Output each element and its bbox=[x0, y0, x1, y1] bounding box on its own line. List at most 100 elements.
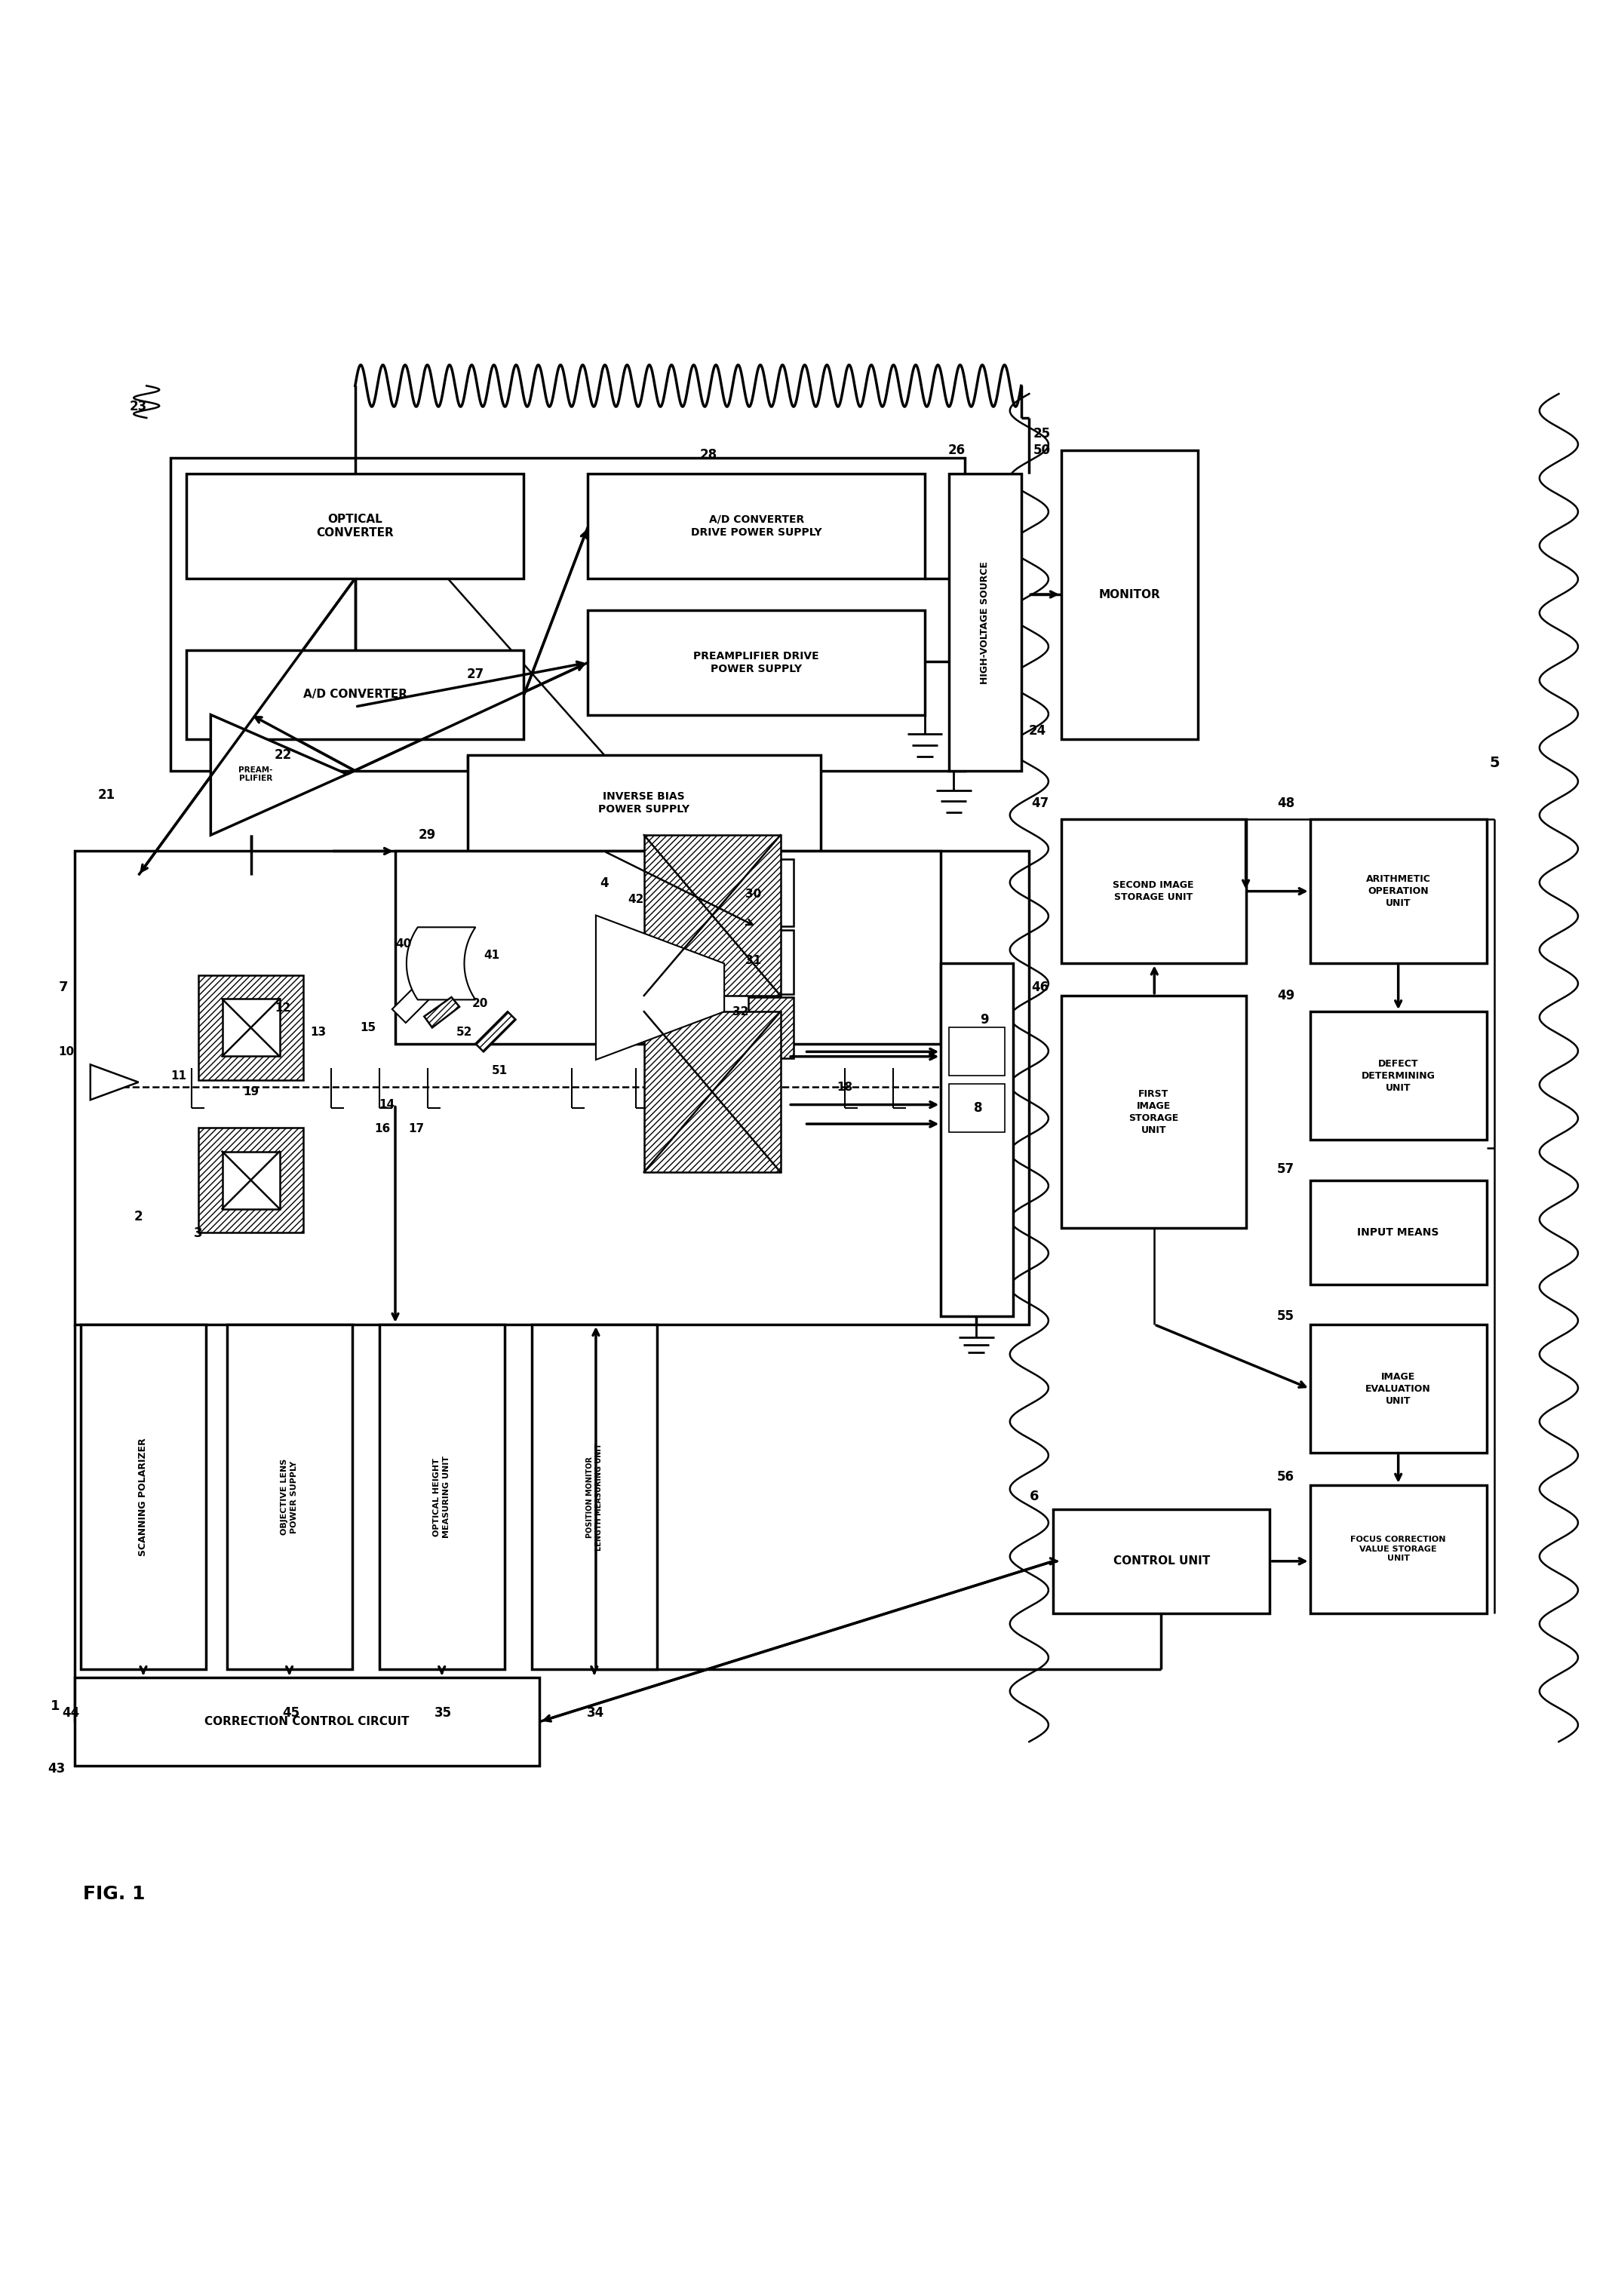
Text: 35: 35 bbox=[434, 1706, 452, 1720]
Bar bbox=[748, 930, 793, 994]
Text: 14: 14 bbox=[380, 1100, 396, 1111]
Text: 1: 1 bbox=[50, 1699, 60, 1713]
Text: SECOND IMAGE
STORAGE UNIT: SECOND IMAGE STORAGE UNIT bbox=[1113, 879, 1194, 902]
Text: 24: 24 bbox=[1028, 723, 1046, 737]
Text: 55: 55 bbox=[1278, 1309, 1295, 1322]
Text: INVERSE BIAS
POWER SUPPLY: INVERSE BIAS POWER SUPPLY bbox=[599, 792, 690, 815]
Bar bbox=[222, 1150, 280, 1208]
Text: 22: 22 bbox=[274, 748, 291, 762]
Text: PREAMPLIFIER DRIVE
POWER SUPPLY: PREAMPLIFIER DRIVE POWER SUPPLY bbox=[693, 650, 819, 675]
Text: 47: 47 bbox=[1031, 797, 1049, 810]
Text: CONTROL UNIT: CONTROL UNIT bbox=[1113, 1557, 1210, 1566]
Bar bbox=[198, 1127, 302, 1233]
Text: 8: 8 bbox=[973, 1102, 981, 1114]
Bar bbox=[1310, 1325, 1487, 1453]
Text: OPTICAL
CONVERTER: OPTICAL CONVERTER bbox=[317, 514, 394, 540]
Text: ARITHMETIC
OPERATION
UNIT: ARITHMETIC OPERATION UNIT bbox=[1366, 875, 1430, 909]
Text: CORRECTION CONTROL CIRCUIT: CORRECTION CONTROL CIRCUIT bbox=[204, 1715, 409, 1727]
Text: 15: 15 bbox=[360, 1022, 377, 1033]
Text: OPTICAL HEIGHT
MEASURING UNIT: OPTICAL HEIGHT MEASURING UNIT bbox=[433, 1456, 451, 1538]
Text: 3: 3 bbox=[193, 1226, 203, 1240]
Text: 40: 40 bbox=[396, 939, 412, 951]
Bar bbox=[949, 1029, 1006, 1077]
Text: 48: 48 bbox=[1278, 797, 1295, 810]
Polygon shape bbox=[595, 916, 724, 1061]
Text: 10: 10 bbox=[58, 1047, 74, 1058]
Text: 23: 23 bbox=[130, 400, 148, 413]
Bar bbox=[587, 611, 925, 714]
Text: FOCUS CORRECTION
VALUE STORAGE
UNIT: FOCUS CORRECTION VALUE STORAGE UNIT bbox=[1350, 1536, 1446, 1561]
Bar bbox=[1310, 1013, 1487, 1141]
Text: 29: 29 bbox=[418, 829, 436, 843]
Polygon shape bbox=[476, 1013, 515, 1052]
Bar bbox=[1310, 1486, 1487, 1614]
Text: 11: 11 bbox=[171, 1070, 187, 1081]
Text: HIGH-VOLTAGE SOURCE: HIGH-VOLTAGE SOURCE bbox=[980, 560, 990, 684]
Text: SCANNING POLARIZER: SCANNING POLARIZER bbox=[138, 1437, 148, 1557]
Bar bbox=[468, 755, 821, 852]
Text: 7: 7 bbox=[58, 980, 68, 994]
Text: 50: 50 bbox=[1033, 443, 1051, 457]
Bar bbox=[1062, 996, 1245, 1228]
Text: 51: 51 bbox=[492, 1065, 507, 1077]
Polygon shape bbox=[90, 1065, 138, 1100]
Bar bbox=[198, 976, 302, 1079]
Bar bbox=[644, 836, 780, 996]
Text: 31: 31 bbox=[745, 955, 761, 967]
Bar bbox=[949, 473, 1022, 771]
Text: FIRST
IMAGE
STORAGE
UNIT: FIRST IMAGE STORAGE UNIT bbox=[1128, 1088, 1178, 1134]
Text: 13: 13 bbox=[311, 1026, 327, 1038]
Bar bbox=[74, 852, 1030, 1325]
Bar bbox=[393, 969, 447, 1022]
Text: POSITION MONITOR
LENGTH MEASURING UNIT: POSITION MONITOR LENGTH MEASURING UNIT bbox=[586, 1444, 603, 1550]
Text: 25: 25 bbox=[1033, 427, 1051, 441]
Bar bbox=[644, 1013, 780, 1171]
Text: 41: 41 bbox=[484, 951, 499, 962]
Bar bbox=[227, 1325, 352, 1669]
Polygon shape bbox=[211, 714, 348, 836]
Text: 45: 45 bbox=[282, 1706, 299, 1720]
Text: 32: 32 bbox=[732, 1006, 748, 1017]
Text: 42: 42 bbox=[628, 893, 644, 905]
Text: 57: 57 bbox=[1278, 1162, 1295, 1176]
Bar bbox=[1062, 450, 1197, 739]
Bar bbox=[396, 852, 941, 1045]
Text: 28: 28 bbox=[700, 448, 718, 461]
Bar bbox=[80, 1325, 206, 1669]
Text: DEFECT
DETERMINING
UNIT: DEFECT DETERMINING UNIT bbox=[1361, 1058, 1435, 1093]
Text: 56: 56 bbox=[1278, 1469, 1295, 1483]
Text: 46: 46 bbox=[1031, 980, 1049, 994]
Text: A/D CONVERTER
DRIVE POWER SUPPLY: A/D CONVERTER DRIVE POWER SUPPLY bbox=[690, 514, 822, 537]
Bar bbox=[644, 836, 780, 996]
Text: 12: 12 bbox=[275, 1003, 291, 1015]
Text: 16: 16 bbox=[375, 1123, 391, 1134]
Text: 20: 20 bbox=[473, 999, 489, 1010]
Bar bbox=[187, 473, 523, 579]
Text: 19: 19 bbox=[243, 1086, 259, 1097]
Text: 26: 26 bbox=[948, 443, 965, 457]
Bar bbox=[644, 1013, 780, 1171]
Bar bbox=[222, 999, 280, 1056]
Text: 34: 34 bbox=[587, 1706, 605, 1720]
Text: 52: 52 bbox=[457, 1026, 473, 1038]
Polygon shape bbox=[425, 996, 460, 1029]
Bar bbox=[171, 457, 965, 771]
Bar bbox=[949, 1084, 1006, 1132]
Text: 27: 27 bbox=[467, 668, 484, 682]
Bar bbox=[187, 650, 523, 739]
Bar bbox=[1054, 1508, 1270, 1614]
Bar bbox=[74, 1678, 539, 1766]
Text: OBJECTIVE LENS
POWER SUPPLY: OBJECTIVE LENS POWER SUPPLY bbox=[282, 1458, 298, 1536]
Text: FIG. 1: FIG. 1 bbox=[84, 1885, 145, 1903]
Bar bbox=[1062, 820, 1245, 964]
Bar bbox=[198, 976, 302, 1079]
Text: A/D CONVERTER: A/D CONVERTER bbox=[302, 689, 407, 700]
Text: IMAGE
EVALUATION
UNIT: IMAGE EVALUATION UNIT bbox=[1366, 1371, 1430, 1405]
Bar bbox=[748, 859, 793, 928]
Bar bbox=[1310, 1180, 1487, 1283]
Bar bbox=[531, 1325, 656, 1669]
Bar bbox=[748, 996, 793, 1058]
Text: 6: 6 bbox=[1030, 1490, 1039, 1504]
Text: MONITOR: MONITOR bbox=[1099, 588, 1160, 599]
Text: 21: 21 bbox=[98, 788, 116, 801]
